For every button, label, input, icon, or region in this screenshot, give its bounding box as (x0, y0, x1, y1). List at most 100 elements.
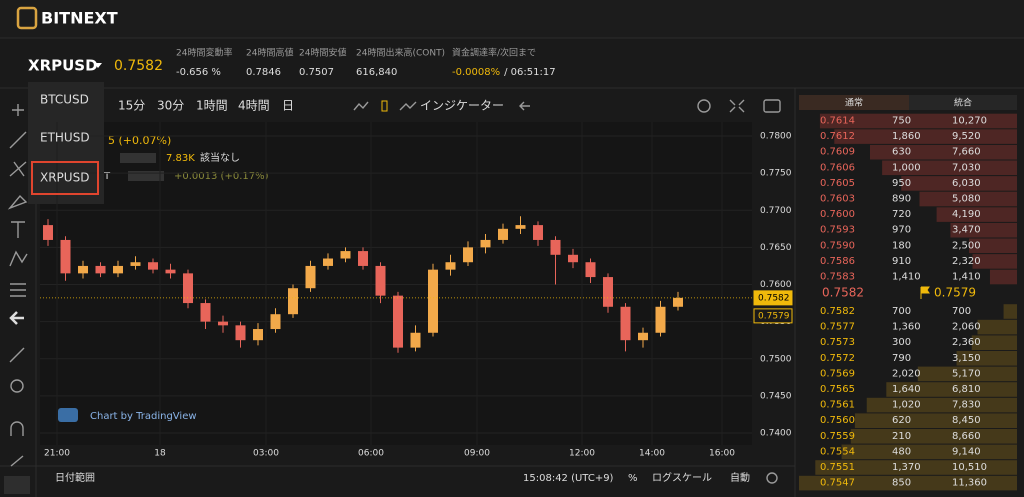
ob-size: 720 (892, 209, 911, 220)
lock-tool[interactable] (10, 455, 24, 467)
ob-total: 2,360 (952, 337, 981, 348)
interval[interactable]: 4時間 (238, 99, 270, 113)
prediction-tool[interactable] (10, 283, 26, 297)
indicator-icon[interactable] (399, 101, 417, 111)
snapshot-icon[interactable] (763, 99, 781, 113)
ob-total: 1,410 (952, 272, 981, 283)
candle-body (358, 251, 368, 266)
tab-label[interactable]: 通常 (845, 97, 863, 109)
settings-icon[interactable] (697, 99, 711, 113)
ob-total: 9,140 (952, 446, 981, 457)
ob-price: 0.7609 (820, 147, 855, 158)
tv-logo (58, 408, 78, 422)
top-bar (0, 0, 1024, 38)
candle-body (60, 239, 71, 274)
candle-body (498, 228, 508, 240)
candle-body (43, 225, 53, 240)
interval[interactable]: 日 (282, 99, 294, 113)
zoom-tool[interactable] (10, 379, 24, 393)
ruler-tool[interactable] (9, 347, 25, 363)
candle-body (603, 277, 613, 307)
ob-total: 2,060 (952, 322, 981, 333)
magnet-tool[interactable] (10, 421, 24, 436)
undo-icon[interactable] (519, 101, 530, 111)
ob-size: 1,640 (892, 384, 921, 395)
x-tick-label: 03:00 (253, 449, 279, 459)
interval[interactable]: 30分 (157, 99, 184, 113)
text-tool[interactable] (11, 221, 25, 238)
ob-size: 750 (892, 116, 911, 127)
dropdown-item[interactable]: BTCUSD (40, 93, 89, 107)
crosshair-tool[interactable] (12, 104, 24, 116)
stat-value: 616,840 (356, 67, 397, 78)
ob-price: 0.7612 (820, 131, 855, 142)
depth-bar (834, 129, 1017, 144)
y-tick-label: 0.7500 (760, 354, 792, 364)
fib-tool[interactable] (9, 161, 27, 177)
ob-size: 1,020 (892, 400, 921, 411)
legend-series: T (103, 171, 111, 182)
ob-price: 0.7551 (820, 462, 855, 473)
ob-total: 5,170 (952, 368, 981, 379)
fullscreen-icon[interactable] (729, 99, 745, 113)
percent-toggle[interactable]: % (628, 473, 638, 484)
flag-icon (920, 286, 930, 299)
candle-body (463, 247, 473, 263)
back-tool[interactable] (9, 311, 24, 325)
ob-size: 1,000 (892, 162, 921, 173)
ob-total: 6,810 (952, 384, 981, 395)
ob-total: 2,500 (952, 240, 981, 251)
auto-toggle[interactable]: 自動 (730, 471, 750, 484)
tab-active[interactable] (799, 95, 909, 110)
candle-style-icon[interactable] (381, 100, 388, 112)
ob-price: 0.7583 (820, 272, 855, 283)
depth-bar (901, 176, 1017, 191)
price-tag (753, 290, 793, 306)
compare-icon[interactable] (353, 101, 369, 111)
interval[interactable]: 1時間 (196, 99, 228, 113)
toolbar-icons (353, 99, 781, 113)
log-toggle[interactable]: ログスケール (652, 471, 712, 484)
selected-item[interactable] (31, 161, 99, 195)
stat-label: 24時間高値 (246, 47, 293, 59)
depth-bar (950, 222, 1017, 238)
interval[interactable]: 15分 (118, 99, 145, 113)
legend-series-change: +0.0013 (+0.17%) (174, 171, 269, 182)
brush-tool[interactable] (7, 194, 28, 210)
logo (16, 6, 38, 30)
ob-total: 5,080 (952, 194, 981, 205)
date-range[interactable]: 日付範囲 (55, 471, 95, 484)
brand[interactable]: BITNEXT (41, 9, 118, 28)
bottom-settings[interactable] (766, 472, 778, 484)
candle-body (428, 269, 438, 333)
collapse-button[interactable] (4, 476, 30, 494)
stat-extra: / 06:51:17 (504, 67, 555, 78)
pattern-tool[interactable] (9, 250, 28, 267)
ob-total: 4,190 (952, 209, 981, 220)
ob-size: 1,410 (892, 272, 921, 283)
candle-body (585, 262, 596, 278)
dropdown-item[interactable]: XRPUSD (40, 171, 89, 185)
ob-size: 850 (892, 478, 911, 489)
ob-price: 0.7582 (820, 306, 855, 317)
caret[interactable] (94, 63, 102, 68)
candle-body (533, 225, 543, 240)
symbol[interactable]: XRPUSD (28, 57, 98, 75)
candle-body (288, 288, 298, 315)
line-tool[interactable] (9, 131, 27, 149)
tab[interactable] (909, 95, 1017, 110)
indicators[interactable]: インジケーター (420, 99, 504, 113)
credit[interactable]: Chart by TradingView (90, 411, 197, 422)
last-price: 0.7582 (822, 286, 864, 300)
stat-label: 資金調達率/次回まで (452, 47, 536, 59)
ob-size: 480 (892, 446, 911, 457)
candle-body (620, 306, 631, 341)
depth-bar (882, 160, 1017, 176)
tab-label[interactable]: 統合 (954, 97, 972, 109)
depth-bar (819, 113, 1017, 129)
dropdown-item[interactable]: ETHUSD (40, 131, 90, 145)
ob-total: 2,320 (952, 256, 981, 267)
candle-body (480, 239, 491, 248)
depth-bar (919, 191, 1017, 207)
